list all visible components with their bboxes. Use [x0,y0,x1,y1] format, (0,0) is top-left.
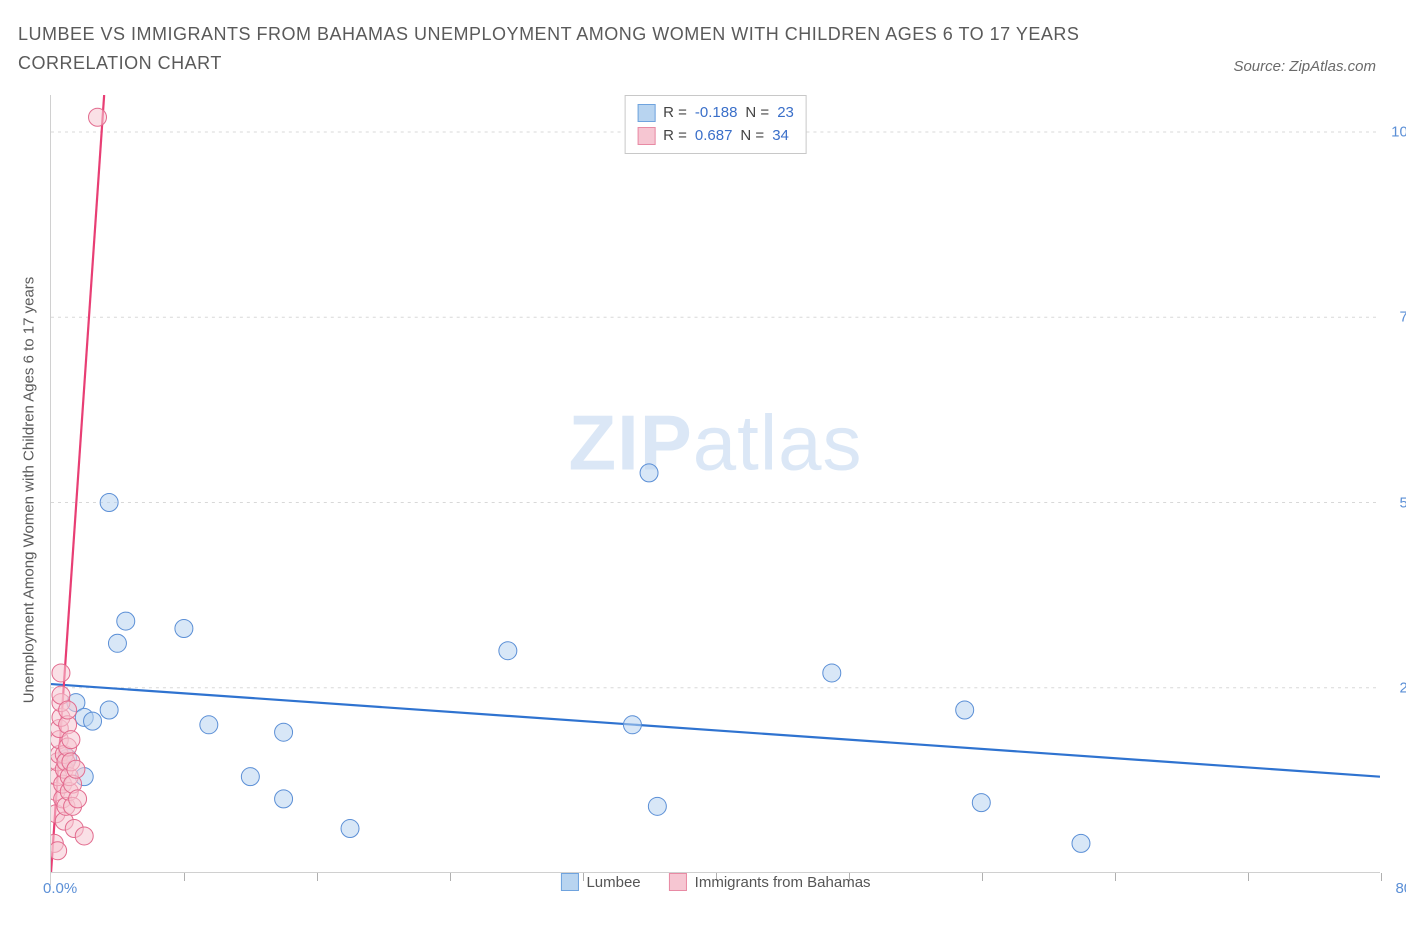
legend-label-lumbee: Lumbee [586,874,640,891]
legend-row-lumbee: R = -0.188 N = 23 [637,102,794,125]
legend-r-value-lumbee: -0.188 [695,102,738,125]
source-attribution: Source: ZipAtlas.com [1233,58,1376,75]
correlation-legend: R = -0.188 N = 23 R = 0.687 N = 34 [624,95,807,154]
legend-n-value-bahamas: 34 [772,125,789,148]
legend-item-bahamas: Immigrants from Bahamas [669,873,871,891]
legend-swatch-lumbee [637,104,655,122]
y-tick-label: 75.0% [1399,309,1406,326]
y-axis-label: Unemployment Among Women with Children A… [21,277,38,704]
legend-n-label: N = [740,125,764,148]
scatter-plot [51,95,1380,885]
legend-swatch-bahamas [637,127,655,145]
chart-area: Unemployment Among Women with Children A… [50,95,1380,885]
x-axis-origin-label: 0.0% [43,880,77,897]
y-tick-label: 50.0% [1399,494,1406,511]
legend-n-label: N = [745,102,769,125]
x-tick [184,873,185,881]
x-tick [1115,873,1116,881]
x-tick [1248,873,1249,881]
legend-r-value-bahamas: 0.687 [695,125,733,148]
chart-title: LUMBEE VS IMMIGRANTS FROM BAHAMAS UNEMPL… [18,20,1168,78]
legend-swatch-icon [669,873,687,891]
legend-label-bahamas: Immigrants from Bahamas [695,874,871,891]
legend-item-lumbee: Lumbee [560,873,640,891]
x-tick [1381,873,1382,881]
x-tick [982,873,983,881]
legend-swatch-icon [560,873,578,891]
x-tick [450,873,451,881]
legend-row-bahamas: R = 0.687 N = 34 [637,125,794,148]
legend-n-value-lumbee: 23 [777,102,794,125]
x-tick [317,873,318,881]
series-legend: Lumbee Immigrants from Bahamas [560,873,870,891]
x-axis-end-label: 80.0% [1395,880,1406,897]
y-tick-label: 25.0% [1399,679,1406,696]
legend-r-label: R = [663,125,687,148]
legend-r-label: R = [663,102,687,125]
y-tick-label: 100.0% [1391,124,1406,141]
